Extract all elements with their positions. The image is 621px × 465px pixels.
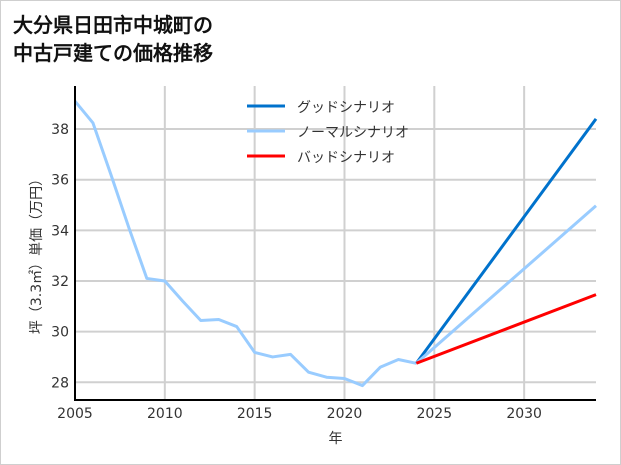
x-tick-label: 2015 (237, 406, 273, 422)
x-tick-label: 2010 (147, 406, 183, 422)
y-axis-label: 坪（3.3㎡）単価（万円） (29, 172, 45, 334)
series-line-0 (415, 118, 598, 365)
chart-title-line-2: 中古戸建ての価格推移 (13, 41, 213, 65)
legend-label-1: ノーマルシナリオ (297, 125, 409, 141)
y-tick-label: 30 (51, 325, 69, 341)
x-tick-label: 2020 (327, 406, 363, 422)
series-line-2 (415, 293, 597, 365)
chart-title-line-1: 大分県日田市中城町の (13, 13, 213, 37)
y-tick-label: 32 (51, 274, 69, 290)
legend-label-2: バッドシナリオ (297, 150, 395, 166)
x-tick-label: 2025 (416, 406, 452, 422)
history-line (73, 100, 417, 388)
y-tick-label: 36 (51, 173, 69, 189)
x-tick-label: 2030 (506, 406, 542, 422)
legend-label-0: グッドシナリオ (297, 100, 395, 116)
y-tick-label: 34 (51, 223, 69, 239)
series-line-1 (415, 204, 597, 365)
x-axis-label: 年 (329, 431, 343, 447)
y-tick-label: 28 (51, 375, 69, 391)
y-tick-label: 38 (51, 122, 69, 138)
x-tick-label: 2005 (57, 406, 93, 422)
chart-title: 大分県日田市中城町の 中古戸建ての価格推移 (13, 11, 213, 67)
